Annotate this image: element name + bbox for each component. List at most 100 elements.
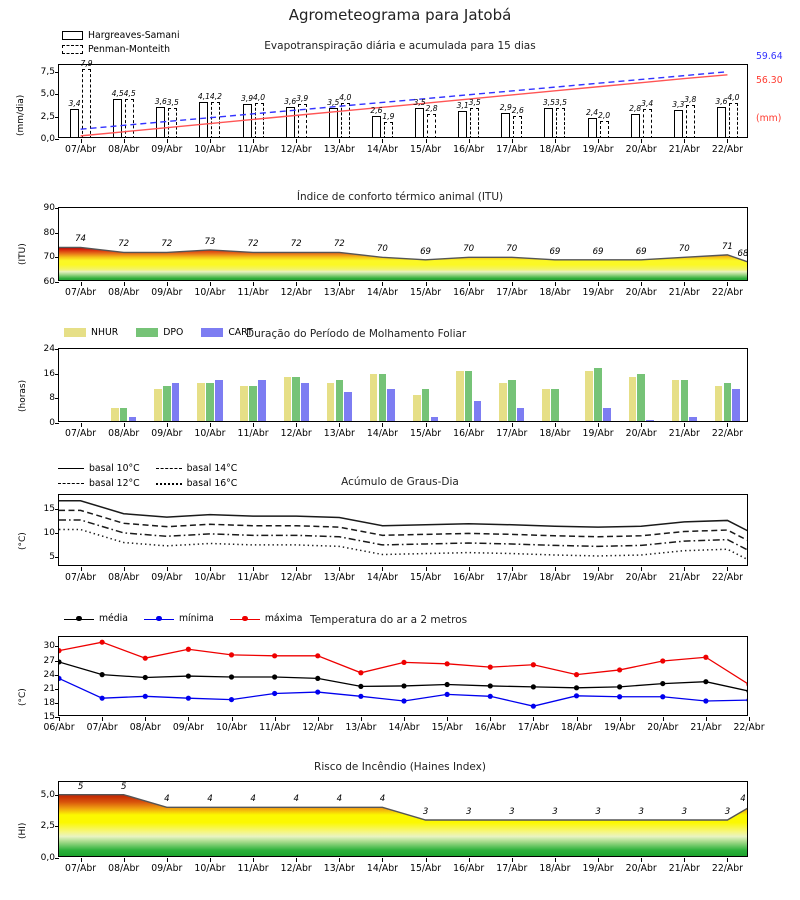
bar-value-label: 4,0 [339, 93, 352, 103]
bar-nhur [326, 382, 335, 421]
bar-dpo [551, 389, 559, 421]
data-point [59, 659, 62, 665]
data-point [358, 693, 364, 699]
x-tick-mark [80, 858, 82, 862]
panel-temperature: Temperatura do ar a 2 metros média mínim… [0, 606, 800, 746]
y-tick-label: 2,5 [40, 111, 55, 122]
bar-value-label: 7,9 [80, 58, 93, 68]
data-point [272, 690, 278, 697]
legend-label-dpo: DPO [163, 327, 184, 338]
point-value-label: 4 [740, 794, 746, 805]
x-tick-mark [339, 858, 341, 862]
data-point [185, 673, 191, 679]
x-tick-mark [123, 567, 125, 571]
bar-nhur [197, 382, 205, 421]
x-tick-mark [382, 423, 384, 427]
y-tick-mark [55, 533, 59, 535]
point-value-label: 3 [595, 807, 601, 817]
bar-value-label: 3,1 [456, 101, 469, 111]
x-tick-mark [641, 567, 643, 571]
point-value-label: 3 [552, 807, 558, 817]
x-tick-label: 14/Abr [366, 287, 398, 298]
x-tick-mark [209, 139, 211, 143]
bar-cart [473, 401, 482, 421]
plot-fire: 0,0 2,5 5,0 07/Abr 08/Abr 09/Abr 10/Abr 11/Abr 1… [41, 781, 748, 874]
x-tick-mark [253, 567, 255, 571]
annotation-unit-mm: (mm) [756, 113, 782, 124]
point-value-label: 4 [379, 794, 386, 805]
x-tick-label: 12/Abr [280, 572, 312, 583]
x-tick-mark [404, 717, 405, 721]
x-tick-mark [554, 282, 556, 286]
panel-fire: Risco de Incêndio (Haines Index) (HI) 0,… [0, 757, 800, 897]
line-basal16c [59, 528, 747, 561]
point-value-label: 71 [721, 241, 733, 252]
annotation-hargreaves-total: 56.30 [756, 75, 783, 86]
y-tick-label: 80 [43, 227, 55, 238]
x-tick-label: 09/Abr [172, 722, 204, 733]
x-tick-mark [253, 139, 255, 143]
x-tick-label: 20/Abr [625, 287, 657, 298]
legend-evapotranspiration: Hargreaves-Samani Penman-Monteith [62, 30, 180, 55]
x-tick-label: 16/Abr [474, 722, 506, 733]
bar-dpo [335, 379, 344, 421]
bar-value-label: 4,5 [111, 88, 124, 98]
data-point [617, 667, 623, 673]
bar-cart [430, 416, 439, 421]
x-tick-mark [598, 858, 600, 862]
x-tick-label: 12/Abr [280, 863, 312, 874]
point-value-label: 3 [509, 807, 515, 817]
x-tick-mark [468, 282, 470, 286]
point-value-label: 4 [250, 794, 256, 805]
data-point [358, 670, 364, 676]
bar-dpo [680, 379, 689, 421]
x-tick-label: 14/Abr [366, 144, 398, 155]
y-tick-label: 90 [43, 203, 55, 213]
point-value-label: 3 [724, 807, 731, 817]
point-value-label: 4 [164, 794, 170, 805]
point-value-label: 5 [120, 781, 127, 792]
bar-penman [254, 103, 264, 137]
x-tick-mark [80, 423, 82, 427]
legend-wetness: NHUR DPO CART [64, 327, 253, 338]
x-tick-mark [123, 282, 125, 286]
data-point [530, 662, 536, 668]
x-tick-label: 19/Abr [604, 722, 636, 733]
bar-cart [732, 389, 741, 421]
data-point [660, 680, 666, 687]
x-tick-label: 19/Abr [582, 287, 614, 298]
x-tick-label: 14/Abr [366, 572, 398, 583]
x-tick-label: 20/Abr [647, 722, 679, 733]
bar-cart [214, 379, 223, 421]
x-tick-mark [339, 139, 341, 143]
legend-item-hargreaves: Hargreaves-Samani [62, 30, 180, 41]
series-line [59, 793, 747, 821]
x-tick-mark [425, 423, 427, 427]
x-tick-label: 14/Abr [366, 428, 398, 439]
panel-itu: Índice de conforto térmico animal (ITU) … [0, 185, 800, 315]
x-tick-mark [123, 858, 125, 862]
x-tick-mark [684, 858, 686, 862]
x-tick-mark [511, 567, 513, 571]
x-tick-mark [641, 423, 643, 427]
x-tick-mark [425, 858, 427, 862]
bar-nhur [111, 407, 119, 421]
legend-label-basal16: basal 16°C [186, 478, 238, 489]
x-tick-label: 15/Abr [410, 287, 442, 298]
panel-evapotranspiration: Evapotranspiração diária e acumulada par… [0, 0, 800, 175]
x-tick-label: 08/Abr [129, 722, 161, 733]
x-tick-label: 08/Abr [108, 428, 140, 439]
data-point [444, 661, 450, 667]
x-tick-label: 07/Abr [65, 572, 97, 583]
x-tick-label: 09/Abr [151, 428, 183, 439]
x-tick-mark [641, 139, 643, 143]
x-tick-label: 13/Abr [323, 572, 355, 583]
bar-penman [427, 114, 437, 137]
x-tick-label: 09/Abr [151, 144, 183, 155]
cumulative-line [80, 74, 728, 137]
data-point [746, 682, 747, 687]
y-tick-label: 15 [43, 504, 55, 515]
x-tick-mark [296, 858, 298, 862]
bar-penman [556, 107, 566, 137]
plot-area-evapotranspiration [59, 65, 747, 137]
